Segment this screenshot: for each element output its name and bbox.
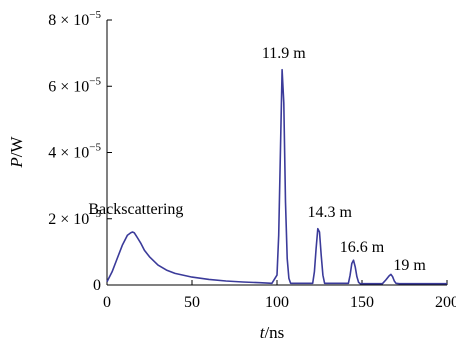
plot-area [106, 68, 447, 285]
annotation-label: 16.6 m [340, 239, 385, 256]
annotations: Backscattering 11.9 m 14.3 m 16.6 m 19 m [88, 45, 426, 274]
x-axis-unit: /ns [264, 323, 284, 340]
x-tick-label: 0 [103, 294, 111, 311]
annotation-label: 11.9 m [262, 45, 306, 62]
x-tick-label: 150 [350, 294, 374, 311]
y-axis-var: P [7, 157, 26, 168]
y-tick-label: 4 × 10−5 [48, 142, 101, 162]
y-axis-title: P/W [7, 135, 26, 168]
x-axis-var: t [260, 323, 266, 340]
annotation-label: 14.3 m [307, 204, 352, 221]
y-axis-unit: /W [7, 135, 26, 157]
annotation-label: Backscattering [88, 201, 183, 218]
y-tick-label: 0 [93, 277, 101, 294]
x-tick-label: 50 [184, 294, 200, 311]
y-ticks: 0 2 × 10−5 4 × 10−5 6 × 10−5 8 × 10−5 [48, 9, 112, 294]
x-tick-label: 200 [435, 294, 456, 311]
y-tick-label: 8 × 10−5 [48, 9, 101, 29]
x-ticks: 0 50 100 150 200 [103, 280, 456, 311]
y-tick-label: 2 × 10−5 [48, 208, 101, 228]
series-line [106, 68, 447, 285]
y-tick-label: 6 × 10−5 [48, 75, 101, 95]
x-tick-label: 100 [265, 294, 289, 311]
annotation-label: 19 m [393, 257, 426, 274]
x-axis-title: t/ns [260, 323, 285, 340]
